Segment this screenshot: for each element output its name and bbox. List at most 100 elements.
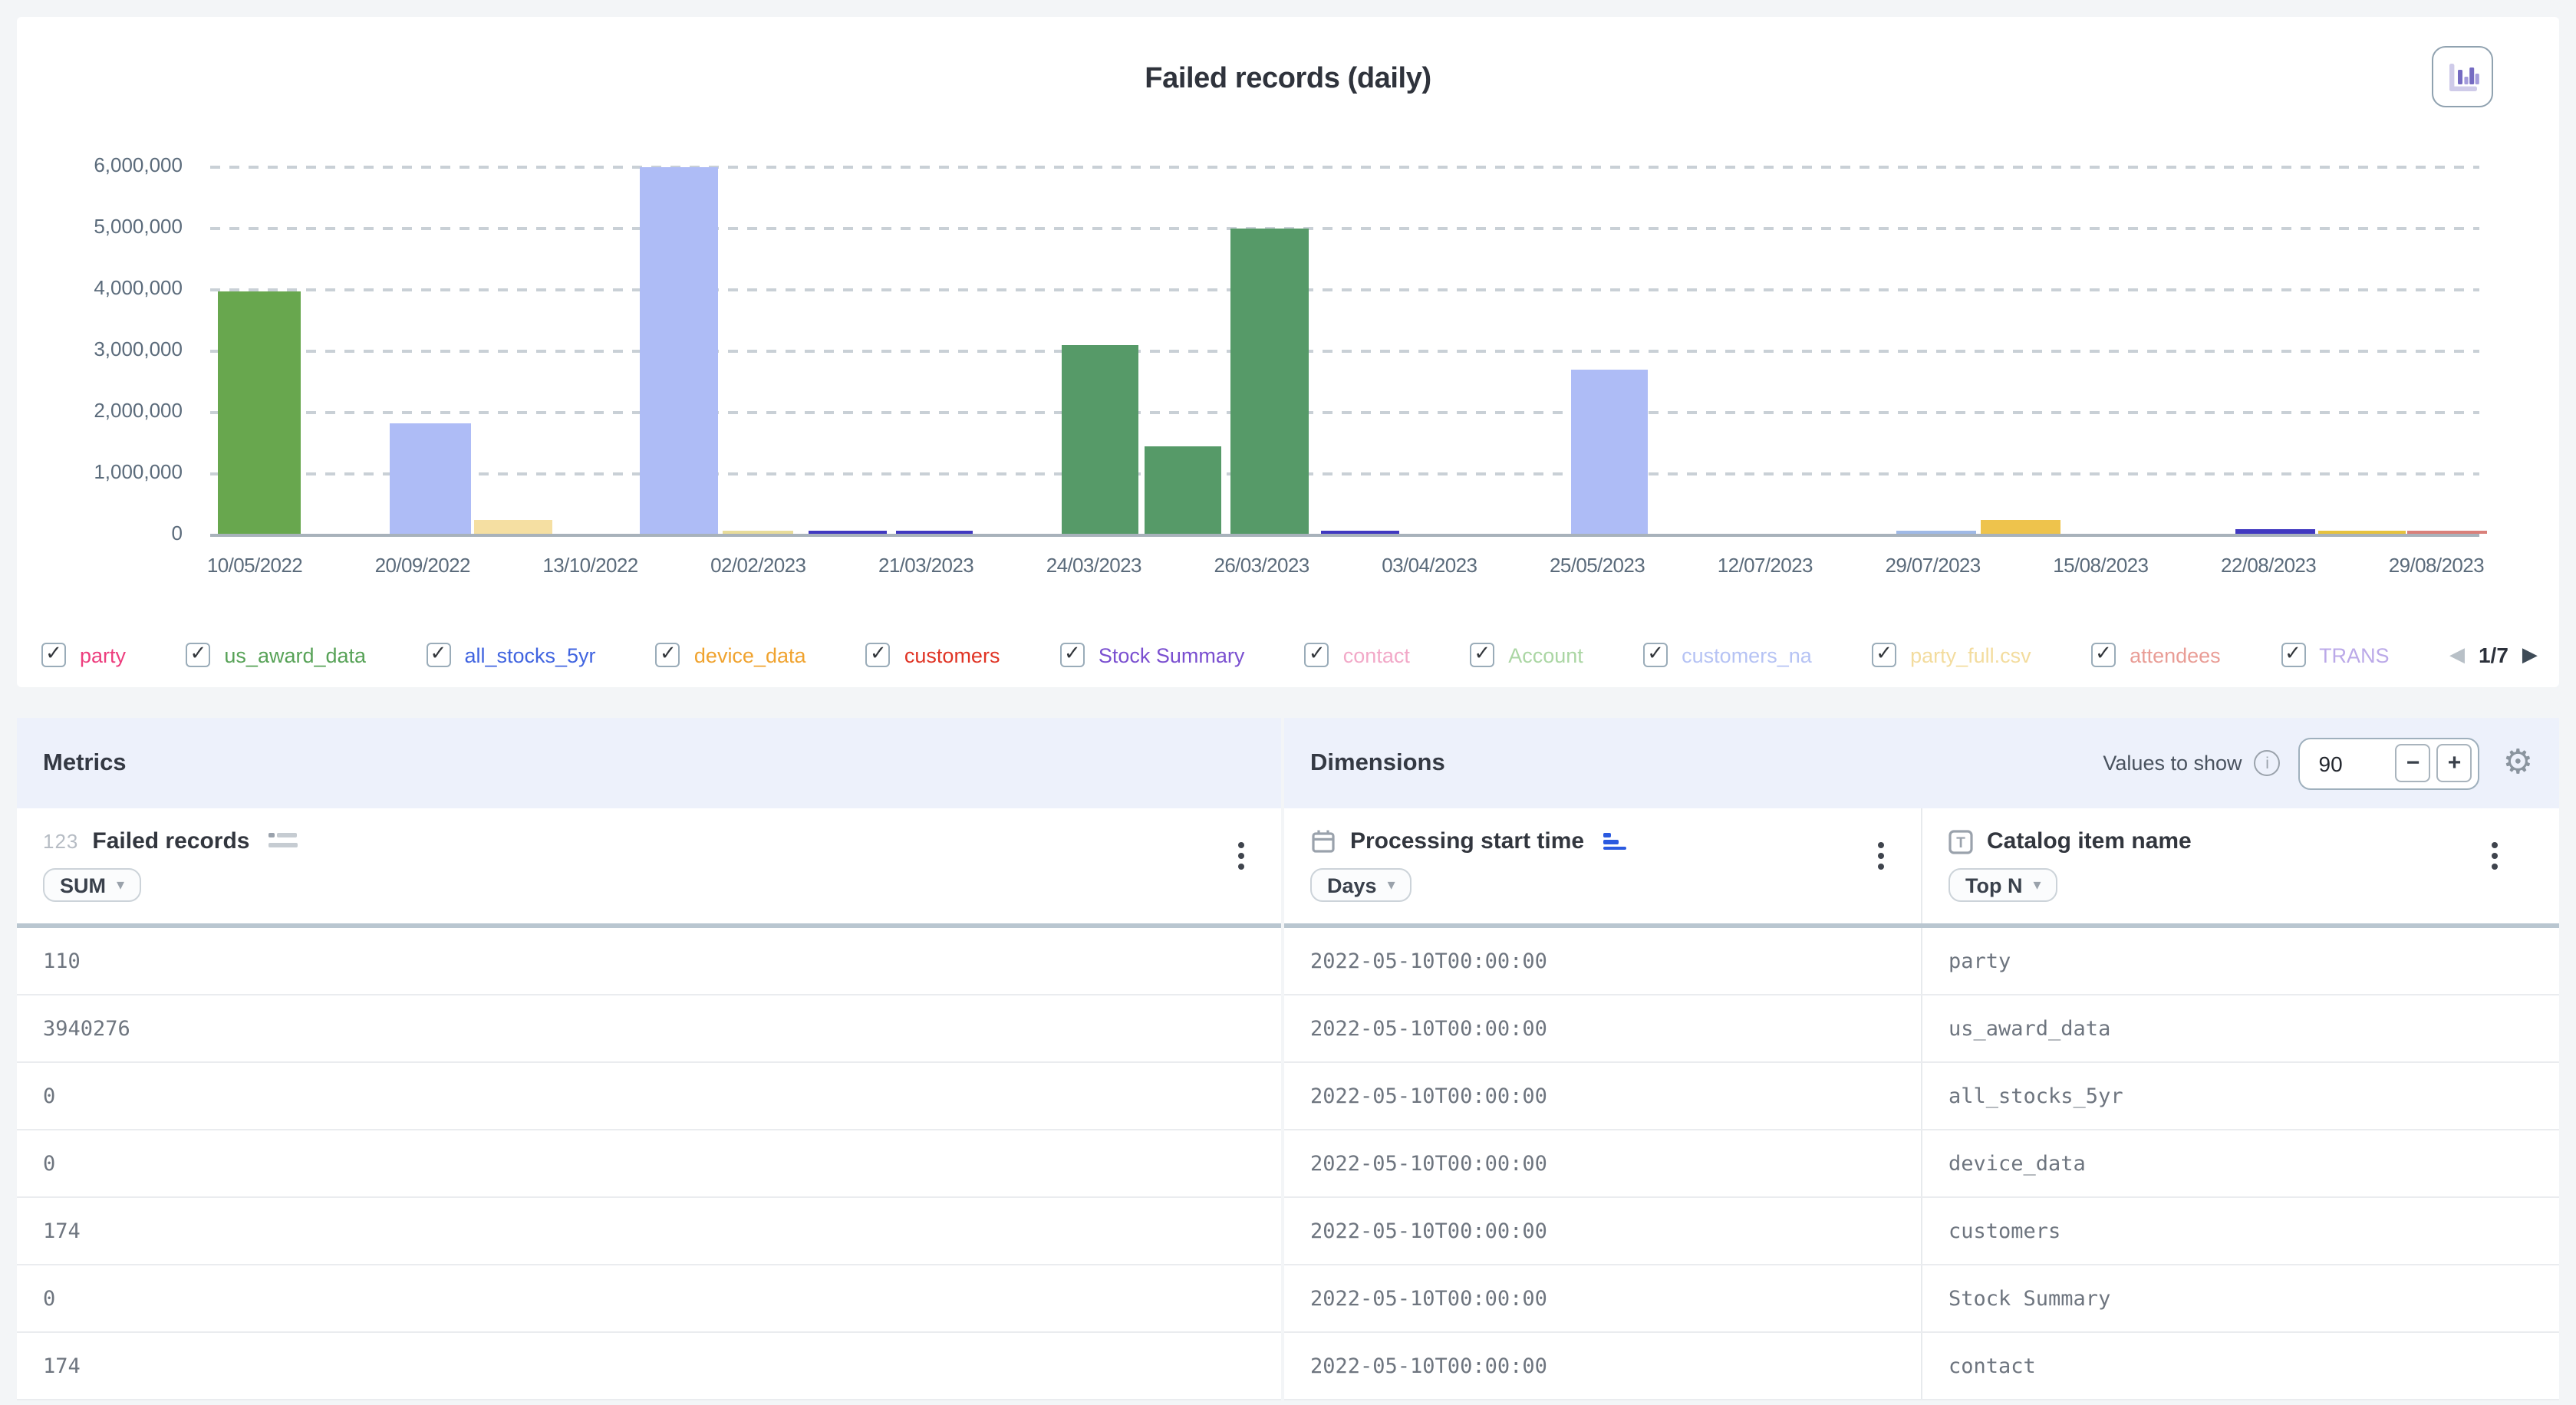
- dimension-cell-catalog: contact: [1922, 1333, 2559, 1399]
- checkbox-icon[interactable]: ✓: [186, 643, 210, 667]
- legend-item-account[interactable]: ✓ Account: [1470, 643, 1583, 667]
- legend-item-contact[interactable]: ✓contact: [1305, 643, 1410, 667]
- checkbox-icon[interactable]: ✓: [1305, 643, 1329, 667]
- chart-card: Failed records (daily) 6,000,0005,000,00…: [17, 17, 2559, 687]
- aggregation-dropdown[interactable]: SUM ▾: [43, 868, 141, 902]
- checkmark-icon: ✓: [45, 644, 62, 664]
- metrics-column-header-row: 123 Failed records SUM ▾: [17, 808, 1281, 928]
- checkbox-icon[interactable]: ✓: [656, 643, 680, 667]
- chart-bar: [2318, 531, 2406, 534]
- chart-bar: [218, 292, 301, 534]
- legend-item-party-full-csv[interactable]: ✓party_full.csv: [1872, 643, 2031, 667]
- metric-cell-failed-records: 3940276: [17, 995, 1281, 1063]
- chart-legend: ✓party✓us_award_data✓all_stocks_5yr✓devi…: [41, 643, 2538, 667]
- dimension-column-header-time: Processing start time Days: [1284, 808, 1922, 923]
- legend-item-customers-na[interactable]: ✓ customers_na: [1643, 643, 1812, 667]
- checkmark-icon: ✓: [870, 644, 887, 664]
- x-axis-tick-label: 15/08/2023: [2053, 554, 2148, 577]
- legend-item-party[interactable]: ✓party: [41, 643, 126, 667]
- gear-icon[interactable]: ⚙: [2503, 746, 2533, 780]
- data-panels: Metrics 123 Failed records: [17, 718, 2559, 1400]
- numeric-type-icon: 123: [43, 830, 78, 853]
- metric-cell-failed-records: 174: [17, 1198, 1281, 1265]
- legend-label: all_stocks_5yr: [464, 643, 595, 666]
- chart-bar: [1896, 531, 1976, 534]
- dimension-cell-time: 2022-05-10T00:00:00: [1284, 995, 1922, 1061]
- x-axis-tick-label: 20/09/2022: [375, 554, 470, 577]
- decrement-button[interactable]: −: [2396, 744, 2431, 782]
- sort-icon-active[interactable]: [1603, 832, 1626, 851]
- table-row: 2022-05-10T00:00:00all_stocks_5yr: [1284, 1063, 2559, 1130]
- chart-type-button[interactable]: [2432, 46, 2493, 107]
- checkmark-icon: ✓: [2095, 644, 2112, 664]
- values-to-show-controls: Values to show i 90 − + ⚙: [2103, 737, 2533, 789]
- legend-label: customers_na: [1682, 643, 1812, 666]
- metrics-column-header: 123 Failed records SUM ▾: [17, 808, 1281, 923]
- kebab-menu-icon[interactable]: [1238, 842, 1244, 870]
- dimension-cell-catalog: us_award_data: [1922, 995, 2559, 1061]
- sort-icon[interactable]: [268, 833, 298, 850]
- topn-value: Top N: [1965, 874, 2023, 897]
- topn-dropdown[interactable]: Top N ▾: [1948, 868, 2058, 902]
- info-icon[interactable]: i: [2255, 750, 2281, 776]
- legend-item-attendees[interactable]: ✓attendees: [2091, 643, 2221, 667]
- dimensions-panel: Dimensions Values to show i 90 − + ⚙: [1284, 718, 2559, 1400]
- checkmark-icon: ✓: [2284, 644, 2301, 664]
- legend-label: Account: [1508, 643, 1583, 666]
- legend-label: device_data: [694, 643, 806, 666]
- y-axis-tick-label: 1,000,000: [14, 459, 183, 486]
- checkbox-icon[interactable]: ✓: [41, 643, 66, 667]
- chart-bar: [1981, 520, 2060, 534]
- legend-item-us-award-data[interactable]: ✓us_award_data: [186, 643, 366, 667]
- chevron-down-icon: ▾: [1388, 877, 1395, 893]
- dimension-cell-time: 2022-05-10T00:00:00: [1284, 1198, 1922, 1264]
- x-axis-tick-label: 21/03/2023: [878, 554, 973, 577]
- dimension-cell-time: 2022-05-10T00:00:00: [1284, 1063, 1922, 1129]
- checkbox-icon[interactable]: ✓: [2281, 643, 2305, 667]
- dimension-cell-time: 2022-05-10T00:00:00: [1284, 1130, 1922, 1196]
- legend-item-device-data[interactable]: ✓ device_data: [656, 643, 806, 667]
- checkbox-icon[interactable]: ✓: [1060, 643, 1085, 667]
- chart-bar: [1145, 446, 1221, 534]
- prev-page-icon[interactable]: ◀: [2449, 643, 2465, 666]
- x-axis-tick-label: 24/03/2023: [1046, 554, 1141, 577]
- metrics-panel-title: Metrics: [43, 749, 127, 777]
- legend-item-trans[interactable]: ✓TRANS: [2281, 643, 2390, 667]
- granularity-dropdown[interactable]: Days ▾: [1310, 868, 1412, 902]
- table-row: 2022-05-10T00:00:00party: [1284, 928, 2559, 995]
- next-page-icon[interactable]: ▶: [2522, 643, 2538, 666]
- metric-cell-failed-records: 110: [17, 928, 1281, 995]
- kebab-menu-icon[interactable]: [2492, 842, 2498, 870]
- y-axis-tick-label: 4,000,000: [14, 275, 183, 302]
- legend-item-customers[interactable]: ✓customers: [866, 643, 1000, 667]
- chart-bar: [723, 531, 793, 534]
- legend-item-stock-summary[interactable]: ✓Stock Summary: [1060, 643, 1245, 667]
- checkbox-icon[interactable]: ✓: [866, 643, 891, 667]
- checkmark-icon: ✓: [1064, 644, 1081, 664]
- checkbox-icon[interactable]: ✓: [1470, 643, 1494, 667]
- metric-cell-failed-records: 174: [17, 1333, 1281, 1400]
- x-axis-tick-label: 29/07/2023: [1886, 554, 1981, 577]
- legend-item-all-stocks-5yr[interactable]: ✓ all_stocks_5yr: [426, 643, 595, 667]
- table-row: 2022-05-10T00:00:00Stock Summary: [1284, 1265, 2559, 1333]
- chart-bar: [1321, 531, 1399, 534]
- checkbox-icon[interactable]: ✓: [1643, 643, 1668, 667]
- y-axis-tick-label: 6,000,000: [14, 152, 183, 179]
- values-to-show-input[interactable]: 90 − +: [2299, 737, 2480, 789]
- checkbox-icon[interactable]: ✓: [1872, 643, 1896, 667]
- chart-bar: [809, 531, 887, 534]
- checkmark-icon: ✓: [1309, 644, 1326, 664]
- gridline: [210, 472, 2479, 475]
- kebab-menu-icon[interactable]: [1878, 842, 1884, 870]
- dimensions-panel-title: Dimensions: [1310, 749, 1445, 777]
- checkbox-icon[interactable]: ✓: [2091, 643, 2116, 667]
- checkbox-icon[interactable]: ✓: [426, 643, 450, 667]
- checkmark-icon: ✓: [190, 644, 207, 664]
- dimension-cell-time: 2022-05-10T00:00:00: [1284, 928, 1922, 994]
- chart-bar: [2407, 531, 2487, 534]
- increment-button[interactable]: +: [2437, 744, 2472, 782]
- x-axis-tick-label: 26/03/2023: [1214, 554, 1309, 577]
- dimension-cell-time: 2022-05-10T00:00:00: [1284, 1333, 1922, 1399]
- checkmark-icon: ✓: [1647, 644, 1664, 664]
- x-axis-tick-label: 12/07/2023: [1718, 554, 1813, 577]
